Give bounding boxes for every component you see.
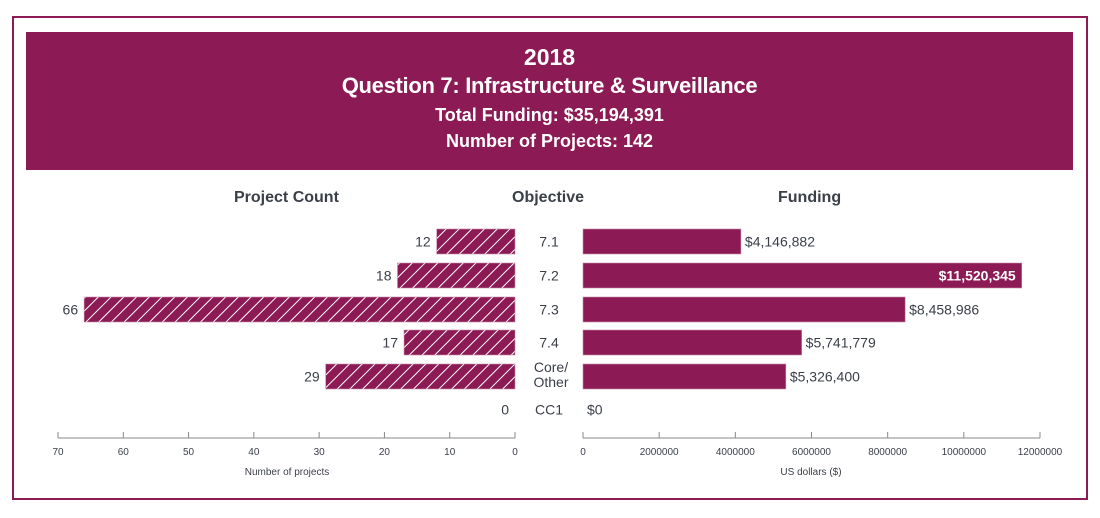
project-count-bars: 12 18 66 17 29 0 [63,228,516,418]
column-header-funding: Funding [778,189,842,206]
project-count-tick-label: 60 [118,447,130,458]
project-count-bar [325,363,516,390]
funding-label: $0 [587,402,603,418]
project-count-axis-title: Number of projects [245,467,329,478]
funding-bars: $4,146,882 $11,520,345 $8,458,986 $5,741,77… [582,228,1023,418]
chart-frame [12,16,1088,500]
column-header-objective: Objective [512,189,585,206]
objective-labels: 7.1 7.2 7.3 7.4 Core/Other CC1 [533,234,568,418]
project-count-label: 17 [382,335,398,351]
project-count-tick-label: 10 [444,447,456,458]
project-count-axis: 70 60 50 40 30 20 10 0 Number of projects [52,432,518,478]
project-count-tick-label: 0 [512,447,518,458]
project-count-bar [83,296,516,323]
funding-tick-label: 0 [580,447,586,458]
chart-year: 2018 [523,44,576,70]
project-count-tick-label: 50 [183,447,195,458]
project-count-label: 66 [63,302,79,318]
project-count-tick-label: 20 [379,447,391,458]
objective-label: Core/ [534,359,568,375]
funding-axis: 0 2000000 4000000 6000000 8000000 10000000 120… [580,432,1063,478]
objective-label: Other [533,374,568,390]
title-banner: 2018 Question 7: Infrastructure & Survei… [26,32,1073,170]
funding-label: $8,458,986 [909,302,979,318]
funding-bar [582,363,787,390]
funding-label: $11,520,345 [939,268,1016,284]
funding-label: $5,326,400 [790,369,860,385]
total-funding: Total Funding: $35,194,391 [435,105,664,125]
funding-label: $4,146,882 [745,234,815,250]
funding-axis-title: US dollars ($) [780,467,841,478]
funding-tick-label: 2000000 [640,447,679,458]
number-of-projects: Number of Projects: 142 [445,131,654,151]
chart-title: Question 7: Infrastructure & Surveillanc… [341,73,758,98]
project-count-bar [403,329,516,356]
funding-label: $5,741,779 [806,335,876,351]
funding-tick-label: 12000000 [1018,447,1063,458]
funding-bar [582,262,1023,289]
project-count-tick-label: 70 [52,447,64,458]
objective-label: 7.1 [539,234,559,250]
project-count-bar [436,228,516,255]
funding-bar [582,329,802,356]
funding-tick-label: 10000000 [942,447,987,458]
project-count-tick-label: 30 [314,447,326,458]
project-count-label: 12 [415,234,431,250]
objective-label: 7.2 [539,268,559,284]
project-count-label: 29 [304,369,320,385]
funding-tick-label: 4000000 [716,447,755,458]
project-count-label: 18 [376,268,392,284]
objective-label: 7.4 [539,335,559,351]
funding-bar [582,296,906,323]
funding-tick-label: 6000000 [792,447,831,458]
project-count-tick-label: 40 [248,447,260,458]
funding-bar [582,228,742,255]
objective-label: 7.3 [539,302,559,318]
project-count-bar [397,262,516,289]
funding-tick-label: 8000000 [868,447,907,458]
column-header-project-count: Project Count [234,189,339,206]
project-count-label: 0 [501,402,509,418]
objective-label: CC1 [535,402,563,418]
